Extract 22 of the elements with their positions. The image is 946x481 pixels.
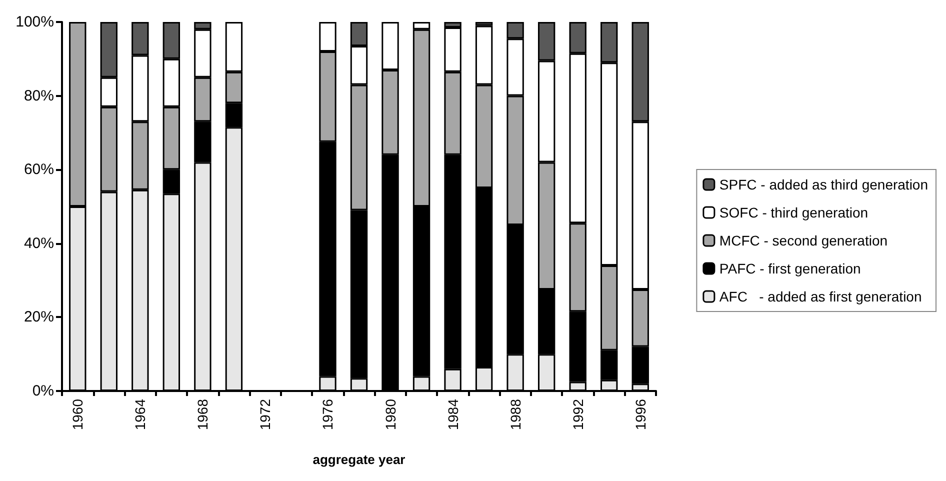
y-tick-label: 20% — [24, 308, 54, 326]
x-tick-label: 1996 — [632, 398, 648, 430]
legend-label: MCFC - second generation — [719, 232, 888, 248]
x-tick-label: 1988 — [507, 398, 524, 430]
x-tick-label: 1980 — [382, 398, 398, 430]
y-tick-label: 100% — [16, 14, 54, 30]
x-tick-label: 1960 — [70, 398, 86, 430]
x-tick-label: 1976 — [320, 398, 336, 430]
y-tick-label: 0% — [32, 382, 54, 400]
y-tick-label: 60% — [24, 161, 54, 178]
x-tick-label: 1992 — [570, 398, 586, 430]
legend-label: SOFC - third generation — [719, 204, 868, 220]
y-tick-label: 80% — [24, 87, 54, 104]
legend-label: AFC - added as first generation — [719, 288, 922, 304]
y-tick-label: 40% — [24, 234, 54, 252]
x-tick-label: 1972 — [257, 398, 274, 430]
legend-label: SPFC - added as third generation — [719, 176, 928, 192]
x-tick-label: 1964 — [132, 398, 148, 430]
x-tick-label: 1968 — [194, 398, 211, 430]
x-tick-label: 1984 — [444, 398, 461, 430]
x-axis-title: aggregate year — [312, 452, 406, 467]
legend-label: PAFC - first generation — [719, 260, 861, 276]
